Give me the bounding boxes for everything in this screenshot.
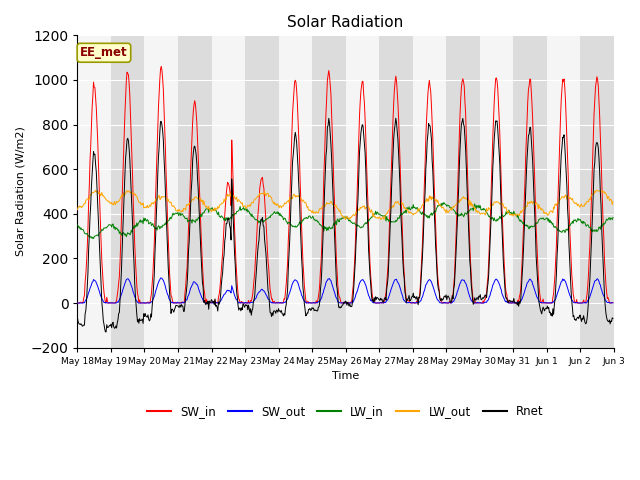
Y-axis label: Solar Radiation (W/m2): Solar Radiation (W/m2) xyxy=(15,127,25,256)
Legend: SW_in, SW_out, LW_in, LW_out, Rnet: SW_in, SW_out, LW_in, LW_out, Rnet xyxy=(143,400,548,423)
Bar xyxy=(178,36,211,348)
Bar xyxy=(513,36,547,348)
Bar xyxy=(446,36,479,348)
Bar xyxy=(580,36,614,348)
Bar xyxy=(312,36,346,348)
Bar xyxy=(111,36,145,348)
X-axis label: Time: Time xyxy=(332,371,359,381)
Bar xyxy=(379,36,413,348)
Text: EE_met: EE_met xyxy=(80,46,128,59)
Bar xyxy=(245,36,278,348)
Title: Solar Radiation: Solar Radiation xyxy=(287,15,404,30)
